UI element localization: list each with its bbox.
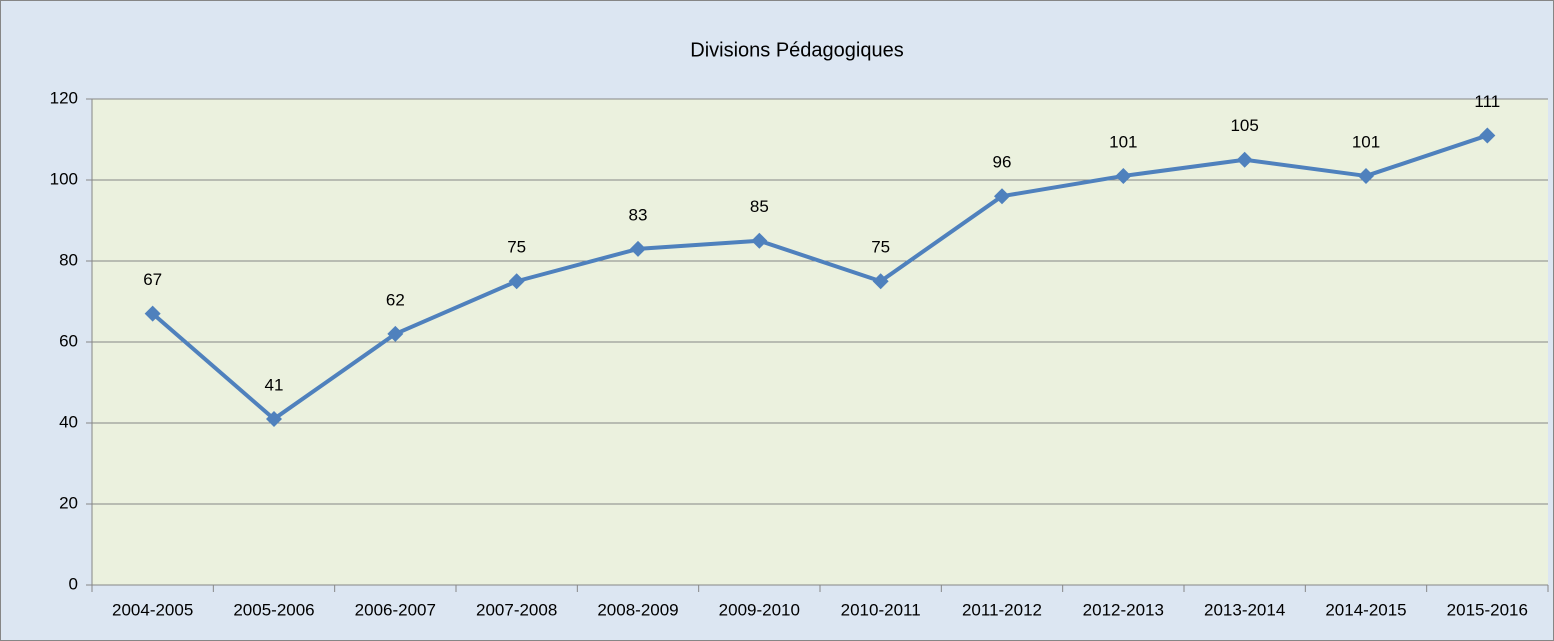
marker: [994, 188, 1010, 205]
marker: [1236, 151, 1253, 168]
x-tick-label: 2005-2006: [233, 600, 314, 619]
data-label: 105: [1230, 116, 1258, 135]
data-label: 111: [1474, 92, 1500, 111]
chart-title: Divisions Pédagogiques: [690, 39, 903, 61]
data-label: 41: [265, 375, 284, 394]
marker: [508, 273, 525, 290]
x-tick-label: 2009-2010: [719, 600, 800, 619]
x-tick-label: 2013-2014: [1204, 600, 1285, 619]
data-label: 75: [871, 238, 890, 257]
x-tick-label: 2011-2012: [962, 600, 1042, 619]
marker: [1115, 167, 1132, 184]
x-tick-label: 2008-2009: [597, 600, 678, 619]
x-tick-label: 2014-2015: [1325, 600, 1406, 619]
data-label: 101: [1109, 132, 1137, 151]
x-tick-label: 2006-2007: [355, 600, 436, 619]
data-label: 85: [750, 197, 769, 216]
x-tick-label: 2015-2016: [1447, 600, 1528, 619]
y-tick-label: 80: [59, 250, 78, 269]
y-tick-label: 100: [50, 169, 78, 188]
data-label: 62: [386, 290, 405, 309]
data-label: 83: [629, 205, 648, 224]
data-label: 96: [993, 153, 1012, 172]
y-tick-label: 20: [59, 493, 78, 512]
y-tick-label: 40: [59, 412, 78, 431]
x-tick-label: 2012-2013: [1083, 600, 1164, 619]
marker: [144, 305, 161, 322]
data-label: 67: [143, 270, 162, 289]
data-label: 101: [1352, 132, 1380, 151]
marker: [1358, 167, 1374, 184]
x-tick-label: 2007-2008: [476, 600, 557, 619]
y-tick-label: 60: [59, 331, 78, 350]
x-tick-label: 2010-2011: [841, 600, 921, 619]
marker: [872, 273, 889, 290]
marker: [1479, 127, 1496, 144]
marker: [387, 325, 404, 342]
y-tick-label: 120: [50, 88, 78, 107]
x-tick-label: 2004-2005: [112, 600, 193, 619]
marker: [266, 410, 282, 427]
series-line: [151, 133, 1488, 421]
y-tick-label: 0: [69, 574, 78, 593]
marker: [751, 232, 768, 249]
marker: [630, 240, 646, 257]
data-label: 75: [507, 238, 526, 257]
